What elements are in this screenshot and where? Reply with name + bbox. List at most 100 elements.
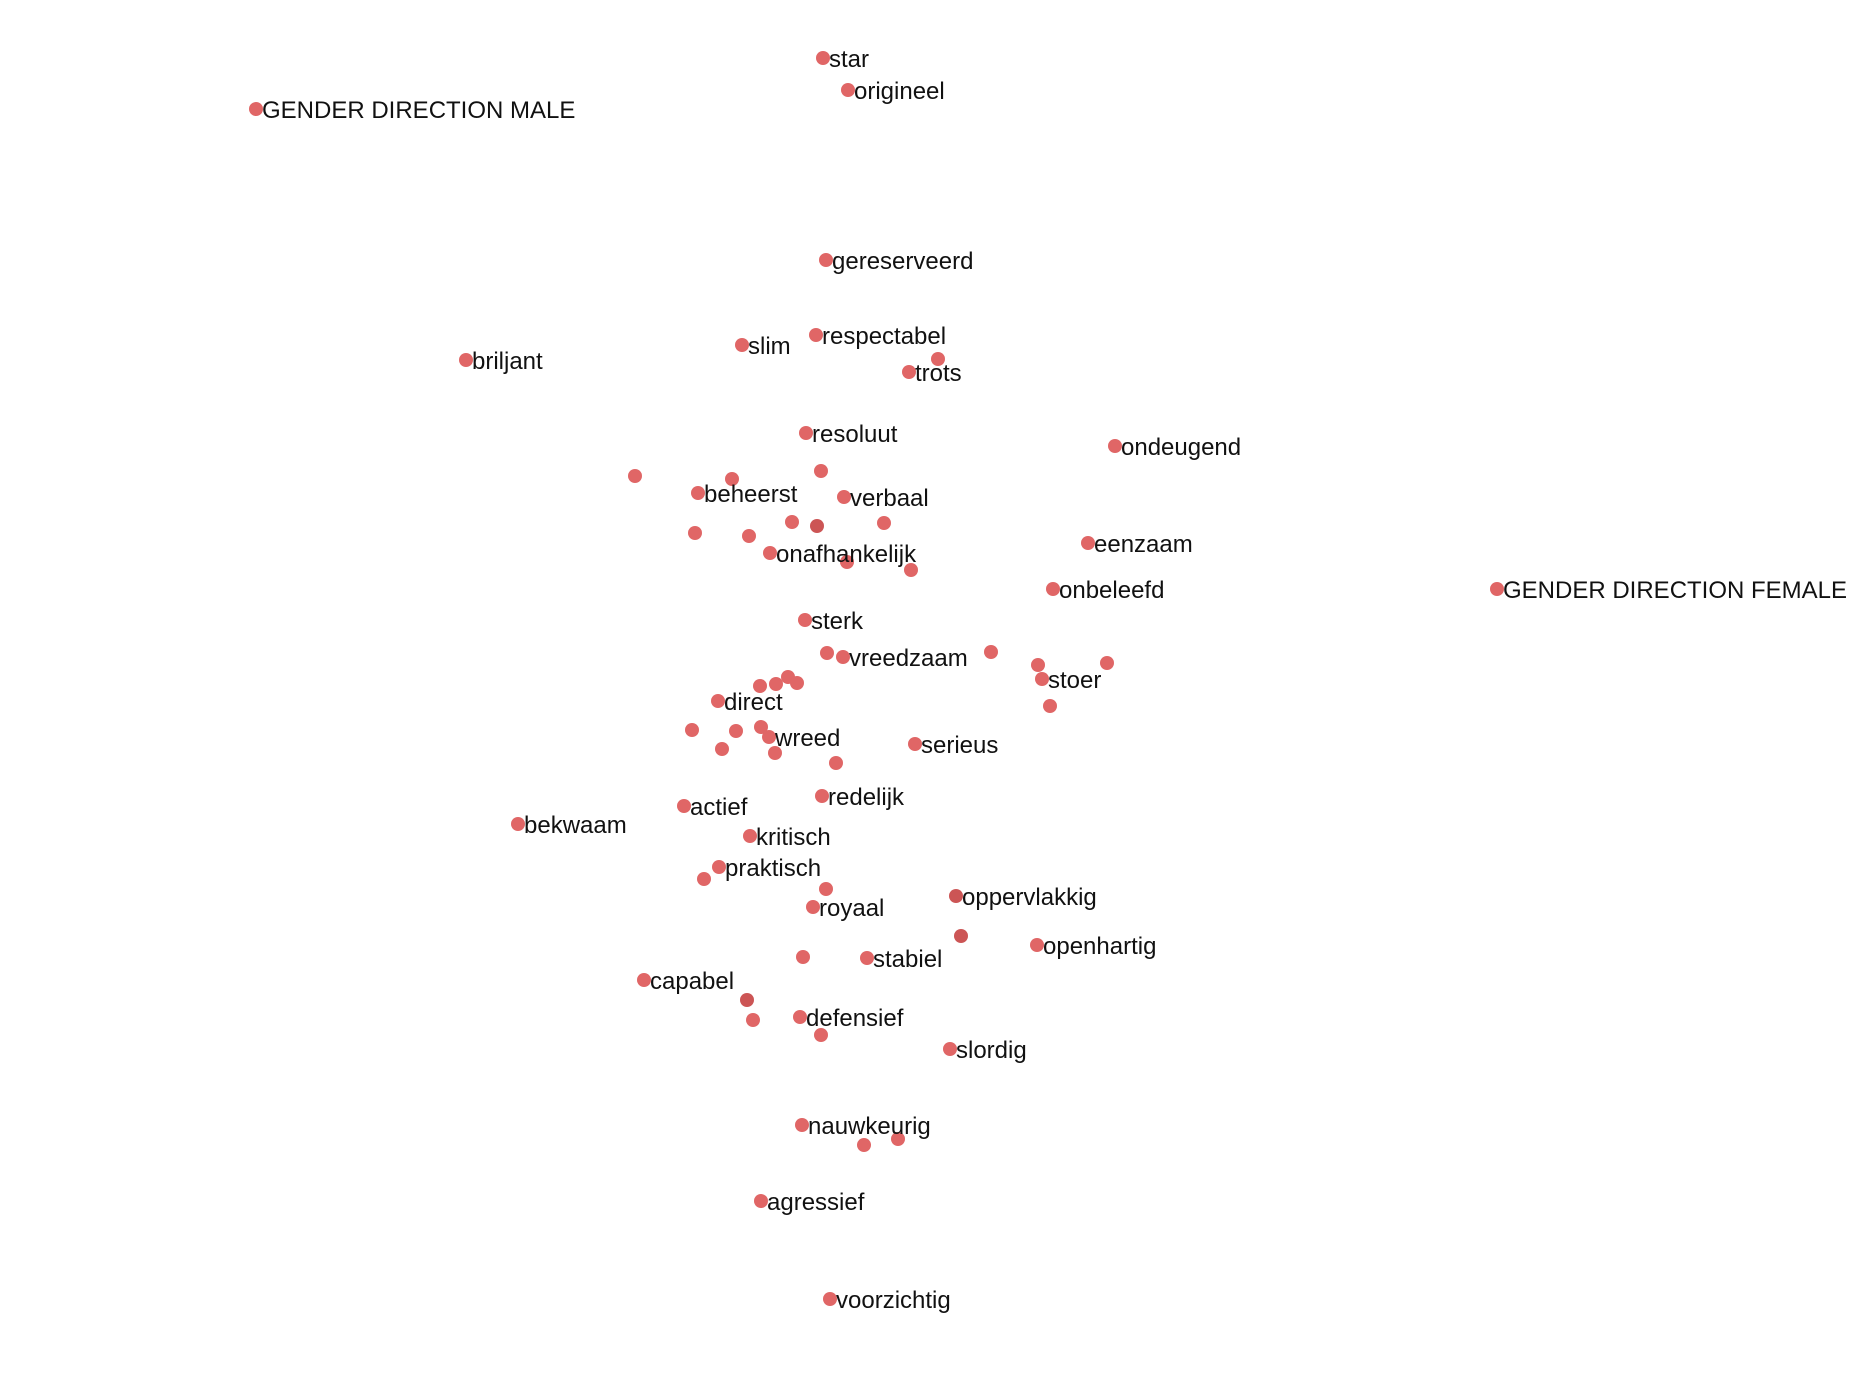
data-point [1043, 699, 1057, 713]
data-point [810, 519, 824, 533]
data-point-label: stoer [1048, 667, 1101, 694]
data-point [715, 742, 729, 756]
data-point-label: vreedzaam [849, 645, 968, 672]
data-point [790, 676, 804, 690]
data-point [712, 860, 726, 874]
data-point [814, 1028, 828, 1042]
data-point [837, 490, 851, 504]
data-point-label: stabiel [873, 946, 942, 973]
data-point [742, 529, 756, 543]
data-point [829, 756, 843, 770]
data-point [984, 645, 998, 659]
data-point [816, 51, 830, 65]
data-point-label: direct [724, 689, 783, 716]
data-point-label: gereserveerd [832, 248, 973, 275]
data-point [1108, 439, 1122, 453]
data-point-label: defensief [806, 1005, 904, 1032]
data-point-label: onbeleefd [1059, 577, 1164, 604]
data-point-label: origineel [854, 78, 945, 105]
data-point [793, 1010, 807, 1024]
data-point-label: trots [915, 360, 962, 387]
data-point [688, 526, 702, 540]
data-point [753, 679, 767, 693]
data-point [459, 353, 473, 367]
data-point [762, 730, 776, 744]
data-point-label: wreed [774, 725, 840, 752]
data-point-label: resoluut [812, 421, 898, 448]
data-point-label: beheerst [704, 481, 798, 508]
data-point-label: agressief [767, 1189, 865, 1216]
data-point-label: oppervlakkig [962, 884, 1097, 911]
data-point [740, 993, 754, 1007]
data-point [249, 102, 263, 116]
data-point [691, 486, 705, 500]
data-point-label: actief [690, 794, 748, 821]
data-point-label: sterk [811, 608, 864, 635]
labels-layer: star origineel GENDER DIRECTION MALE gerese… [262, 46, 1847, 1314]
data-point [819, 882, 833, 896]
data-point [735, 338, 749, 352]
data-point [628, 469, 642, 483]
data-point [836, 650, 850, 664]
data-point [795, 1118, 809, 1132]
data-point [768, 746, 782, 760]
data-point [754, 720, 768, 734]
data-point-label: verbaal [850, 485, 929, 512]
data-point [819, 253, 833, 267]
data-point [1031, 658, 1045, 672]
data-point [798, 613, 812, 627]
data-point [857, 1138, 871, 1152]
data-point [908, 737, 922, 751]
data-point [943, 1042, 957, 1056]
data-point-label: GENDER DIRECTION FEMALE [1503, 577, 1847, 604]
data-point [931, 352, 945, 366]
data-point [799, 426, 813, 440]
data-point-label: briljant [472, 348, 543, 375]
data-point [860, 951, 874, 965]
data-point [891, 1132, 905, 1146]
data-point [904, 563, 918, 577]
data-point [841, 83, 855, 97]
data-point [769, 677, 783, 691]
data-point-label: slim [748, 333, 791, 360]
data-point [677, 799, 691, 813]
data-point [1100, 656, 1114, 670]
data-point [809, 328, 823, 342]
data-point [785, 515, 799, 529]
data-point-label: praktisch [725, 855, 821, 882]
data-point [1030, 938, 1044, 952]
data-point-label: redelijk [828, 784, 905, 811]
data-point [823, 1292, 837, 1306]
data-point [814, 464, 828, 478]
data-point [806, 900, 820, 914]
data-point [511, 817, 525, 831]
data-point [796, 950, 810, 964]
data-point-label: onafhankelijk [776, 541, 917, 568]
data-point [729, 724, 743, 738]
data-point [1490, 582, 1504, 596]
data-point-label: ondeugend [1121, 434, 1241, 461]
data-point-label: capabel [650, 968, 734, 995]
data-point [685, 723, 699, 737]
data-point [840, 555, 854, 569]
data-point-label: nauwkeurig [808, 1113, 931, 1140]
data-point-label: voorzichtig [836, 1287, 951, 1314]
data-point-label: slordig [956, 1037, 1027, 1064]
data-point [949, 889, 963, 903]
data-point-label: respectabel [822, 323, 946, 350]
data-point [697, 872, 711, 886]
data-point [820, 646, 834, 660]
data-point-label: royaal [819, 895, 884, 922]
data-point [815, 789, 829, 803]
data-point-label: kritisch [756, 824, 831, 851]
data-point [877, 516, 891, 530]
data-point [902, 365, 916, 379]
data-point [746, 1013, 760, 1027]
data-point-label: bekwaam [524, 812, 627, 839]
data-point [763, 546, 777, 560]
data-point-label: openhartig [1043, 933, 1156, 960]
data-point-label: serieus [921, 732, 998, 759]
data-point-label: GENDER DIRECTION MALE [262, 97, 575, 124]
data-point [1046, 582, 1060, 596]
